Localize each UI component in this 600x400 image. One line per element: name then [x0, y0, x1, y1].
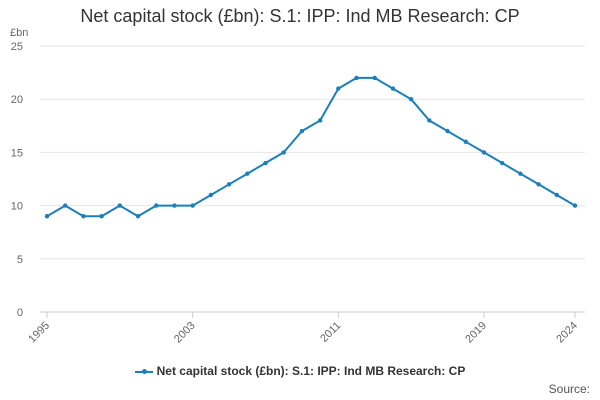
legend-line-marker-icon: [134, 368, 153, 374]
data-point[interactable]: [281, 150, 286, 155]
x-tick-labels: 1995 2003 2011 2019 2024: [26, 312, 580, 345]
y-tick-label: 10: [11, 201, 23, 213]
data-point[interactable]: [481, 150, 487, 155]
data-point[interactable]: [445, 128, 450, 134]
data-point[interactable]: [226, 182, 232, 187]
data-point[interactable]: [463, 139, 468, 144]
x-tick-label: 2003: [172, 320, 198, 346]
gridlines: [40, 45, 585, 313]
series-line: [46, 76, 576, 218]
data-point[interactable]: [117, 203, 123, 208]
y-tick-label: 5: [17, 254, 23, 266]
data-point[interactable]: [572, 203, 578, 208]
data-point[interactable]: [263, 160, 268, 166]
data-point[interactable]: [408, 97, 414, 102]
x-tick-label: 2011: [318, 320, 343, 345]
x-tick-label: 2019: [463, 320, 489, 346]
x-tick-label: 1995: [26, 320, 52, 346]
data-point[interactable]: [336, 86, 341, 91]
data-point[interactable]: [81, 214, 86, 219]
data-point[interactable]: [554, 192, 559, 198]
y-tick-label: 20: [11, 94, 23, 106]
data-point[interactable]: [63, 203, 68, 208]
x-tick-label: 2024: [554, 320, 580, 346]
data-point[interactable]: [372, 75, 377, 81]
data-point[interactable]: [44, 214, 50, 219]
data-point[interactable]: [154, 203, 159, 208]
y-tick-label: 15: [11, 147, 23, 159]
legend[interactable]: Net capital stock (£bn): S.1: IPP: Ind M…: [0, 364, 600, 378]
data-point[interactable]: [299, 128, 305, 134]
y-tick-label: 0: [17, 307, 23, 319]
chart-title: Net capital stock (£bn): S.1: IPP: Ind M…: [80, 6, 520, 26]
data-point[interactable]: [208, 192, 214, 198]
data-point[interactable]: [317, 118, 323, 123]
y-tick-labels: 0 5 10 15 20 25: [11, 41, 23, 319]
data-point[interactable]: [135, 214, 141, 219]
legend-label: Net capital stock (£bn): S.1: IPP: Ind M…: [156, 364, 466, 378]
y-tick-label: 25: [11, 41, 23, 53]
data-point[interactable]: [354, 75, 359, 81]
series-group: [44, 75, 578, 219]
data-point[interactable]: [427, 118, 432, 123]
source-label: Source:: [548, 382, 590, 396]
data-point[interactable]: [245, 171, 250, 176]
data-point[interactable]: [518, 171, 523, 176]
data-point[interactable]: [172, 203, 177, 208]
data-point[interactable]: [99, 214, 104, 219]
data-point[interactable]: [190, 203, 195, 208]
data-point[interactable]: [390, 86, 396, 91]
y-axis-label: £bn: [10, 27, 28, 39]
data-point[interactable]: [536, 182, 541, 187]
data-point[interactable]: [499, 160, 505, 166]
